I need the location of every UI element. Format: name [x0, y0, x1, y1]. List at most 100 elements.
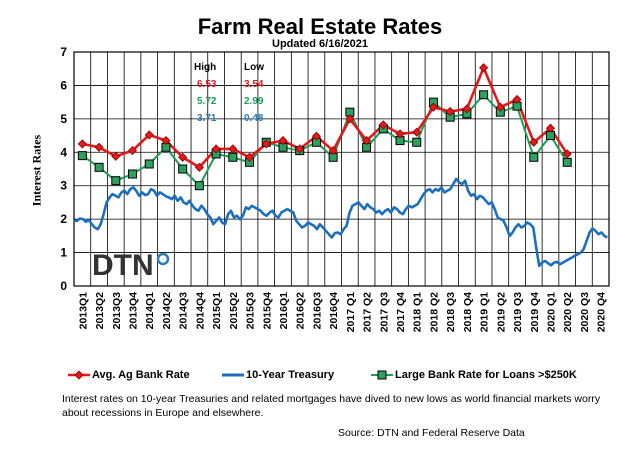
y-tick-label: 5 [60, 112, 67, 126]
stats-large-high: 5.72 [197, 96, 217, 107]
ag-point [244, 152, 255, 162]
y-tick-label: 6 [60, 78, 67, 92]
ag-point [529, 137, 539, 147]
legend-ag-label: Avg. Ag Bank Rate [92, 369, 190, 381]
x-tick-label: 2018 Q2 [428, 292, 440, 332]
legend-large: Large Bank Rate for Loans >$250K [395, 369, 577, 381]
x-tick-label: 2014Q1 [144, 292, 156, 330]
legend-ag-marker [74, 370, 84, 380]
stats-low-header: Low [244, 62, 264, 73]
y-tick-label: 3 [60, 179, 67, 193]
x-tick-label: 2014Q2 [161, 292, 173, 330]
x-tick-label: 2014Q3 [178, 292, 190, 330]
x-tick-label: 2015Q4 [261, 292, 273, 330]
ag-point [562, 149, 572, 159]
large-point [128, 169, 138, 179]
ag-point [211, 144, 221, 154]
x-tick-label: 2020 Q2 [562, 292, 574, 332]
ag-point [228, 144, 238, 154]
ag-point [378, 120, 388, 130]
x-tick-label: 2017 Q2 [362, 292, 374, 332]
large-point [228, 152, 238, 162]
stats-ag-low: 3.54 [244, 79, 264, 90]
x-tick-label: 2015Q2 [228, 292, 240, 330]
dtn-logo-text: DTN [92, 249, 154, 282]
stats-treasury-low: 0.48 [244, 113, 264, 124]
x-tick-label: 2019 Q4 [529, 292, 541, 332]
large-point [77, 151, 87, 161]
ag-point [194, 162, 204, 172]
ag-point [445, 106, 455, 117]
y-tick-label: 1 [60, 246, 67, 260]
ag-point [295, 144, 305, 154]
large-point [178, 164, 188, 174]
x-tick-label: 2015Q3 [245, 292, 257, 330]
x-tick-label: 2014Q4 [194, 292, 206, 330]
x-tick-label: 2020 Q3 [579, 292, 591, 332]
chart-subtitle: Updated 6/16/2021 [272, 38, 368, 50]
logo-circle-icon [156, 252, 170, 266]
legend-large-marker [377, 370, 387, 380]
x-tick-label: 2018 Q3 [445, 292, 457, 332]
x-tick-label: 2016Q2 [295, 292, 307, 330]
x-tick-label: 2016Q4 [328, 292, 340, 330]
ag-point [94, 142, 104, 152]
stats-ag-high: 6.53 [197, 79, 217, 90]
ag-point [545, 123, 556, 133]
ag-point [512, 94, 522, 105]
legend-ag: Avg. Ag Bank Rate [92, 369, 190, 381]
ag-point [412, 127, 422, 137]
ag-point [178, 152, 188, 162]
x-tick-label: 2017 Q1 [345, 292, 357, 332]
large-point [194, 181, 204, 191]
large-point [479, 90, 489, 100]
caption-text: Interest rates on 10-year Treasuries and… [62, 393, 601, 419]
ag-point [345, 114, 355, 124]
large-point [111, 176, 121, 186]
y-tick-label: 0 [60, 279, 67, 293]
x-tick-label: 2020 Q1 [545, 292, 557, 332]
x-tick-label: 2019 Q3 [512, 292, 524, 332]
stats-treasury-high: 3.71 [197, 113, 217, 124]
y-tick-label: 7 [60, 45, 67, 59]
x-tick-label: 2017 Q4 [395, 292, 407, 332]
stats-large-low: 2.99 [244, 96, 264, 107]
large-point [412, 137, 422, 147]
stats-high-header: High [194, 62, 217, 73]
ag-point [362, 136, 372, 146]
legend-large-label: Large Bank Rate for Loans >$250K [395, 369, 577, 381]
x-tick-label: 2018 Q4 [462, 292, 474, 332]
ag-point [144, 130, 154, 140]
ag-point [278, 136, 288, 146]
x-tick-label: 2013Q2 [94, 292, 106, 330]
dtn-logo: DTN [92, 249, 170, 283]
y-tick-label: 2 [60, 212, 67, 226]
source-text: Source: DTN and Federal Reserve Data [338, 427, 525, 439]
y-tick-label: 4 [60, 145, 67, 159]
chart-title: Farm Real Estate Rates [197, 14, 443, 39]
ag-point [462, 104, 472, 114]
ag-point [395, 129, 405, 139]
ag-point [111, 151, 121, 161]
x-tick-label: 2016Q3 [311, 292, 323, 330]
x-tick-label: 2017 Q3 [378, 292, 390, 332]
ag-point [161, 136, 171, 146]
x-tick-label: 2013Q3 [111, 292, 123, 330]
x-tick-label: 2013Q1 [77, 292, 89, 330]
ag-point [261, 139, 271, 149]
x-tick-label: 2019 Q1 [479, 292, 491, 332]
ag-point [77, 139, 87, 149]
legend-treasury-label: 10-Year Treasury [246, 369, 335, 381]
legend-treasury: 10-Year Treasury [246, 369, 334, 381]
ag-point [328, 146, 338, 156]
ag-point [428, 102, 439, 112]
x-tick-label: 2020 Q4 [596, 292, 608, 332]
series-treasury-line [74, 177, 608, 268]
large-point [94, 162, 104, 172]
x-tick-label: 2016Q1 [278, 292, 290, 330]
x-tick-label: 2013Q4 [128, 292, 140, 330]
ag-point [479, 63, 489, 73]
x-tick-label: 2018 Q1 [412, 292, 424, 332]
ag-point [495, 102, 505, 112]
